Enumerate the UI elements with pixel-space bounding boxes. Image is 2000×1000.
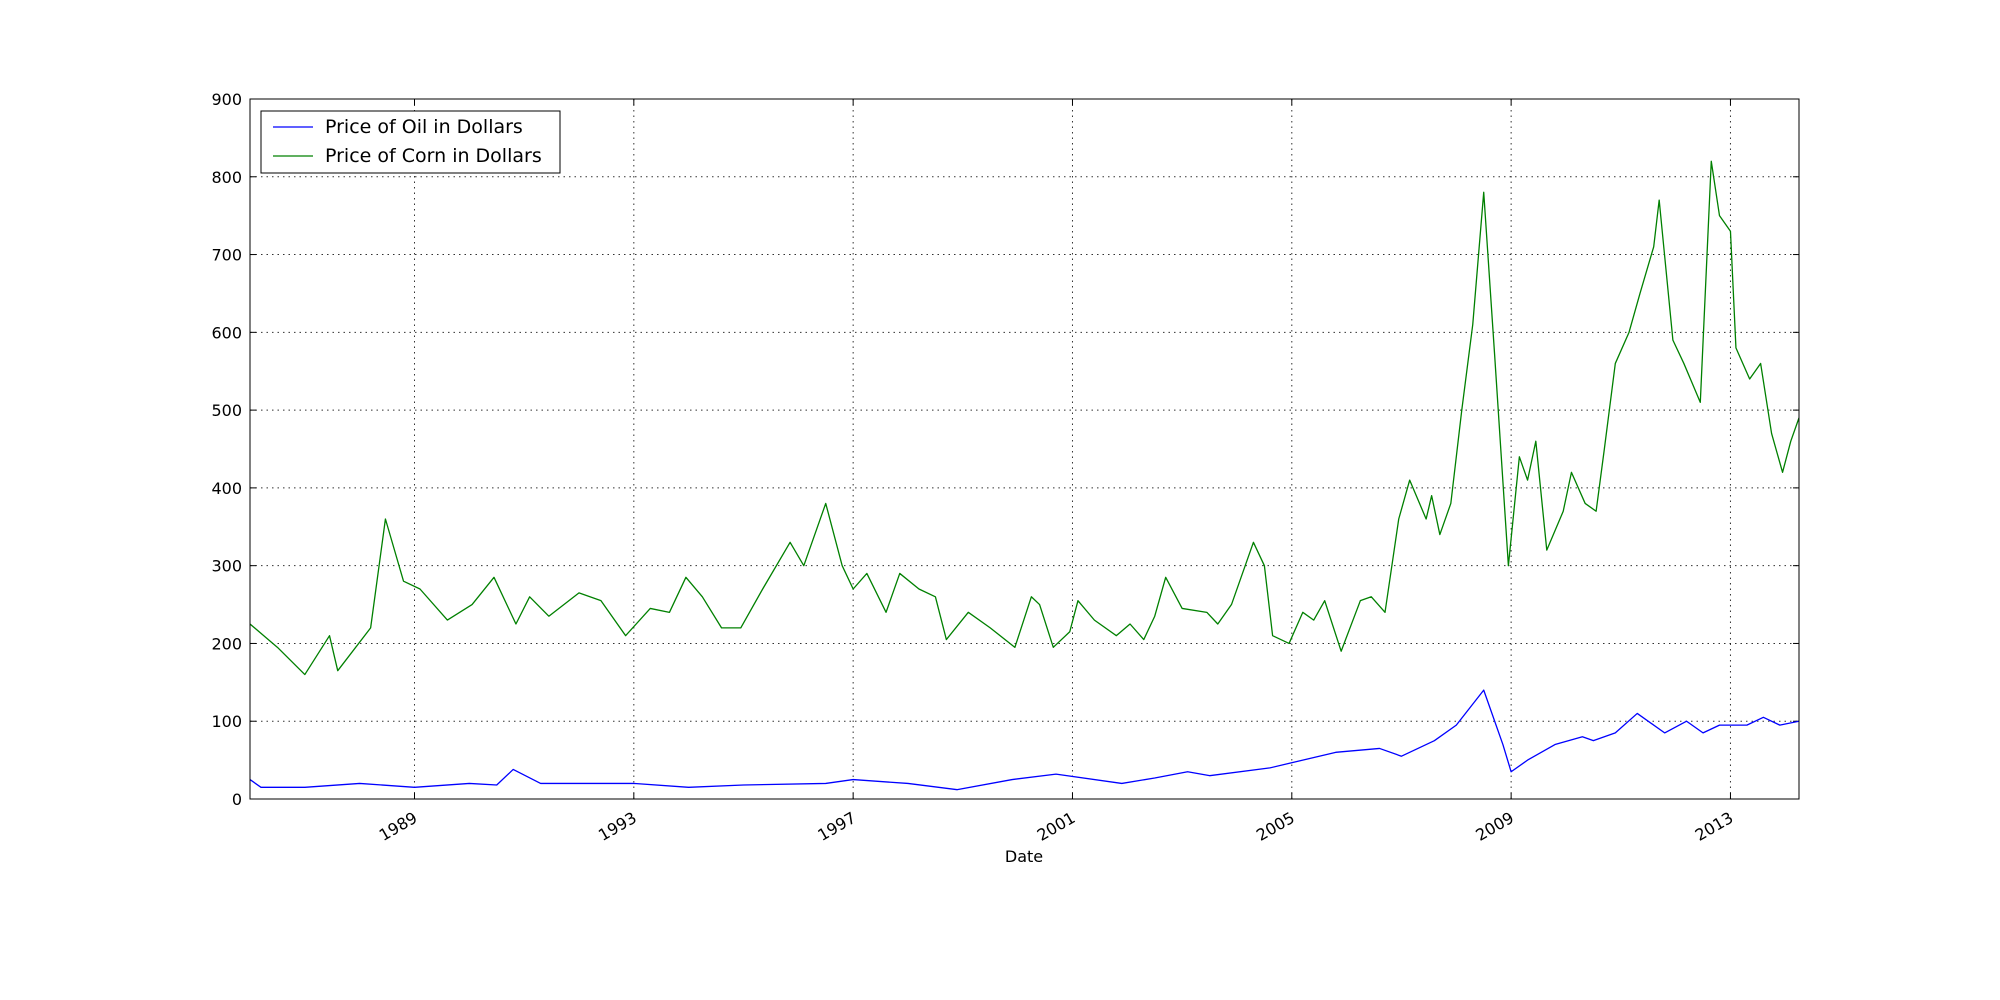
plot-frame — [249, 98, 1800, 800]
legend: Price of Oil in Dollars Price of Corn in … — [260, 110, 561, 174]
y-tick-label: 400 — [211, 479, 242, 498]
x-tick-label: 2001 — [1034, 808, 1079, 845]
legend-box — [260, 110, 561, 174]
x-tick-label: 1993 — [595, 808, 640, 845]
y-tick-label: 300 — [211, 557, 242, 576]
x-tick-label: 2009 — [1472, 808, 1517, 845]
x-tick-label: 1989 — [376, 808, 421, 845]
y-tick-label: 100 — [211, 712, 242, 731]
y-tick-label: 200 — [211, 634, 242, 653]
x-axis-label: Date — [1005, 847, 1043, 866]
y-tick-label: 0 — [232, 790, 242, 809]
y-tick-label: 800 — [211, 168, 242, 187]
line-series — [250, 689, 1799, 791]
y-tick-label: 600 — [211, 323, 242, 342]
legend-label: Price of Oil in Dollars — [325, 116, 523, 138]
x-tick-label: 2013 — [1692, 808, 1737, 845]
y-tick-label: 900 — [211, 90, 242, 109]
x-tick-label: 2005 — [1253, 808, 1298, 845]
x-tick-label: 1997 — [814, 808, 859, 845]
legend-label: Price of Corn in Dollars — [325, 145, 542, 167]
line-series — [250, 160, 1799, 676]
y-tick-label: 700 — [211, 246, 242, 265]
y-tick-label: 500 — [211, 401, 242, 420]
